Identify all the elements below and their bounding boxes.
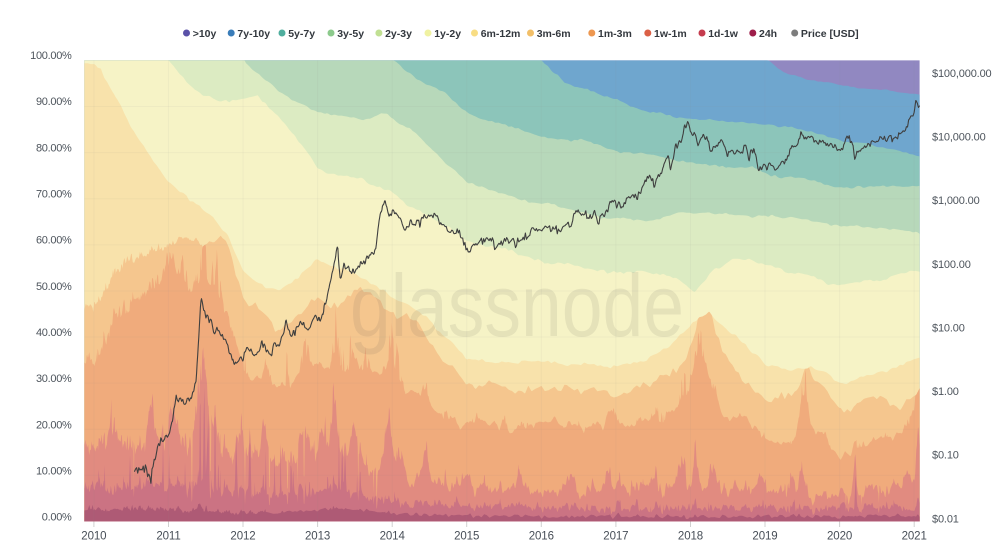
svg-text:2018: 2018 bbox=[678, 530, 703, 542]
svg-text:2019: 2019 bbox=[752, 530, 777, 542]
svg-text:$10.00: $10.00 bbox=[932, 322, 965, 334]
svg-text:2014: 2014 bbox=[380, 530, 406, 542]
svg-text:2013: 2013 bbox=[305, 530, 330, 542]
svg-text:100.00%: 100.00% bbox=[30, 50, 72, 62]
svg-text:80.00%: 80.00% bbox=[36, 142, 72, 154]
svg-text:90.00%: 90.00% bbox=[36, 96, 72, 108]
svg-text:2017: 2017 bbox=[603, 530, 628, 542]
svg-text:24h: 24h bbox=[759, 28, 777, 40]
svg-text:2012: 2012 bbox=[230, 530, 255, 542]
svg-text:1y-2y: 1y-2y bbox=[434, 28, 461, 40]
svg-text:1w-1m: 1w-1m bbox=[654, 28, 687, 40]
svg-text:3y-5y: 3y-5y bbox=[337, 28, 364, 40]
svg-text:2016: 2016 bbox=[529, 530, 554, 542]
svg-text:glassnode: glassnode bbox=[350, 256, 684, 355]
svg-text:2015: 2015 bbox=[454, 530, 479, 542]
svg-text:70.00%: 70.00% bbox=[36, 188, 72, 200]
svg-text:0.00%: 0.00% bbox=[42, 512, 72, 524]
svg-text:20.00%: 20.00% bbox=[36, 419, 72, 431]
svg-text:$100,000.00: $100,000.00 bbox=[932, 68, 992, 80]
svg-text:6m-12m: 6m-12m bbox=[481, 28, 521, 40]
svg-text:2011: 2011 bbox=[156, 530, 180, 542]
svg-text:30.00%: 30.00% bbox=[36, 373, 72, 385]
svg-text:$1.00: $1.00 bbox=[932, 386, 959, 398]
svg-text:2010: 2010 bbox=[81, 530, 106, 542]
svg-text:3m-6m: 3m-6m bbox=[537, 28, 571, 40]
svg-text:$0.10: $0.10 bbox=[932, 450, 959, 462]
svg-text:1m-3m: 1m-3m bbox=[598, 28, 632, 40]
svg-text:50.00%: 50.00% bbox=[36, 281, 72, 293]
svg-text:2y-3y: 2y-3y bbox=[385, 28, 412, 40]
svg-text:Price [USD]: Price [USD] bbox=[801, 28, 859, 40]
svg-text:40.00%: 40.00% bbox=[36, 327, 72, 339]
svg-text:10.00%: 10.00% bbox=[36, 465, 72, 477]
svg-text:2021: 2021 bbox=[902, 530, 927, 542]
svg-text:60.00%: 60.00% bbox=[36, 235, 72, 247]
svg-text:2020: 2020 bbox=[827, 530, 852, 542]
svg-text:$1,000.00: $1,000.00 bbox=[932, 195, 980, 207]
svg-text:$100.00: $100.00 bbox=[932, 259, 971, 271]
svg-text:5y-7y: 5y-7y bbox=[288, 28, 315, 40]
svg-text:$0.01: $0.01 bbox=[932, 513, 959, 525]
svg-text:7y-10y: 7y-10y bbox=[237, 28, 270, 40]
svg-text:>10y: >10y bbox=[193, 28, 217, 40]
svg-text:$10,000.00: $10,000.00 bbox=[932, 131, 986, 143]
svg-text:1d-1w: 1d-1w bbox=[708, 28, 739, 40]
